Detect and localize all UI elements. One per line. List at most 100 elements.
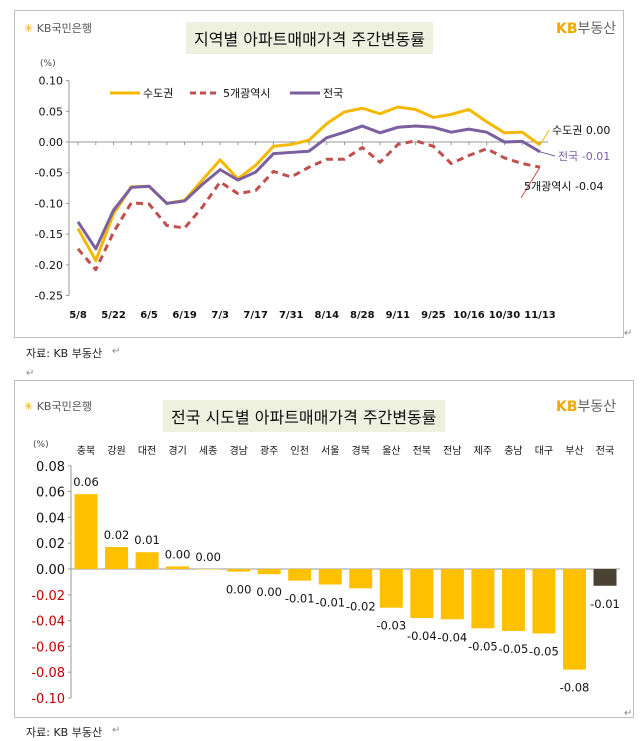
y-tick-label: -0.08 bbox=[31, 666, 65, 681]
bar-전남 bbox=[440, 569, 464, 620]
data-label: -0.05 bbox=[529, 645, 559, 659]
data-label: -0.01 bbox=[285, 592, 315, 606]
line-chart: (%) 0.10 0.05 0.00 -0.05 -0.10 -0.15 -0.20 -0.25… bbox=[35, 59, 611, 321]
bar-서울 bbox=[318, 569, 342, 585]
bar-경남 bbox=[227, 569, 251, 572]
end-label-leader bbox=[520, 166, 541, 199]
category-label: 충남 bbox=[504, 445, 522, 457]
y-tick-label: -0.04 bbox=[31, 615, 65, 630]
category-label: 서울 bbox=[321, 445, 339, 457]
legend-label: 수도권 bbox=[143, 87, 173, 100]
bar-세종 bbox=[196, 569, 220, 570]
category-label: 울산 bbox=[382, 445, 400, 457]
category-label: 경남 bbox=[229, 444, 247, 457]
category-label: 전북 bbox=[413, 445, 431, 457]
x-tick-label: 10/30 bbox=[489, 310, 521, 321]
y-tick-label: 0.10 bbox=[39, 75, 64, 88]
data-label: 0.00 bbox=[195, 550, 221, 564]
kb-bank-logo: ✳ KB국민은행 bbox=[24, 22, 92, 35]
data-label: 0.00 bbox=[256, 585, 282, 599]
data-label: -0.05 bbox=[468, 639, 498, 653]
paragraph-mark: ↵ bbox=[26, 368, 35, 379]
bar-강원 bbox=[105, 547, 129, 569]
y-tick-label: -0.06 bbox=[31, 640, 65, 655]
x-tick-label: 5/8 bbox=[69, 310, 87, 321]
x-tick-label: 9/25 bbox=[421, 310, 446, 321]
end-label: 수도권 0.00 bbox=[552, 124, 610, 137]
y-tick-label: -0.20 bbox=[35, 259, 63, 272]
data-label: -0.08 bbox=[560, 681, 590, 695]
data-label: 0.06 bbox=[73, 475, 99, 489]
data-label: -0.05 bbox=[499, 642, 529, 656]
end-label: 5개광역시 -0.04 bbox=[524, 180, 603, 193]
y-tick-label: -0.02 bbox=[31, 589, 65, 604]
data-label: -0.04 bbox=[437, 630, 467, 644]
data-label: 0.00 bbox=[226, 583, 252, 597]
kb-bank-logo: ✳ KB국민은행 bbox=[24, 400, 92, 413]
data-label: 0.00 bbox=[165, 547, 191, 561]
bar-충남 bbox=[501, 569, 525, 631]
end-label: 전국 -0.01 bbox=[558, 150, 610, 163]
bar-전북 bbox=[410, 569, 434, 619]
data-label: -0.04 bbox=[407, 629, 437, 643]
bar-제주 bbox=[471, 569, 495, 629]
data-label: -0.02 bbox=[346, 599, 376, 613]
chart-frame-top bbox=[14, 10, 624, 338]
chart-title: 지역별 아파트매매가격 주간변동률 bbox=[186, 22, 433, 54]
end-label-leader bbox=[539, 151, 556, 157]
category-label: 충북 bbox=[77, 445, 95, 457]
bar-충북 bbox=[74, 494, 98, 569]
category-label: 대전 bbox=[138, 445, 156, 457]
x-tick-label: 6/19 bbox=[172, 310, 197, 321]
x-tick-label: 8/14 bbox=[315, 310, 340, 321]
bar-광주 bbox=[257, 569, 281, 575]
y-tick-label: 0.00 bbox=[36, 563, 65, 578]
source-note: 자료: KB 부동산 bbox=[26, 726, 103, 739]
x-tick-label: 7/17 bbox=[243, 310, 268, 321]
y-tick-label: -0.25 bbox=[35, 290, 63, 303]
kb-realestate-logo: KB부동산 bbox=[556, 21, 617, 37]
paragraph-mark: ↵ bbox=[624, 328, 633, 339]
y-tick-label: 0.00 bbox=[39, 136, 64, 149]
y-tick-label: 0.04 bbox=[36, 511, 65, 526]
y-tick-label: 0.05 bbox=[39, 105, 64, 118]
category-label: 광주 bbox=[260, 445, 278, 457]
category-label: 대구 bbox=[535, 445, 553, 457]
y-tick-label: 0.02 bbox=[36, 537, 65, 552]
bar-부산 bbox=[562, 569, 586, 670]
source-note: 자료: KB 부동산 bbox=[26, 347, 103, 360]
category-label: 경북 bbox=[352, 444, 370, 457]
y-tick-label: -0.05 bbox=[35, 167, 63, 180]
y-axis-unit: (%) bbox=[33, 440, 49, 450]
category-label: 전국 bbox=[596, 445, 614, 457]
bar-경기 bbox=[166, 566, 190, 569]
end-label-leader bbox=[539, 129, 550, 146]
y-tick-label: -0.10 bbox=[31, 692, 65, 707]
bar-전국 bbox=[593, 569, 617, 586]
bar-경북 bbox=[349, 569, 373, 589]
paragraph-mark: ↵ bbox=[112, 346, 121, 357]
category-label: 부산 bbox=[565, 445, 583, 457]
data-label: 0.01 bbox=[134, 533, 160, 547]
category-label: 세종 bbox=[199, 445, 217, 457]
paragraph-mark: ↵ bbox=[112, 725, 121, 736]
category-label: 전남 bbox=[443, 445, 461, 457]
category-label: 경기 bbox=[168, 444, 186, 457]
x-tick-label: 9/11 bbox=[386, 310, 411, 321]
bar-울산 bbox=[379, 569, 403, 608]
category-label: 제주 bbox=[474, 445, 492, 457]
legend-label: 전국 bbox=[323, 87, 343, 100]
paragraph-mark: ↵ bbox=[624, 708, 633, 719]
data-label: -0.03 bbox=[376, 619, 406, 633]
category-label: 강원 bbox=[107, 445, 125, 457]
x-tick-label: 6/5 bbox=[140, 310, 158, 321]
category-label: 인천 bbox=[291, 445, 309, 457]
y-tick-label: -0.15 bbox=[35, 228, 63, 241]
y-tick-label: 0.06 bbox=[36, 486, 65, 501]
x-tick-label: 5/22 bbox=[101, 310, 126, 321]
data-label: -0.01 bbox=[315, 595, 345, 609]
legend-label: 5개광역시 bbox=[223, 87, 270, 100]
x-tick-label: 7/31 bbox=[279, 310, 304, 321]
bar-인천 bbox=[288, 569, 312, 581]
